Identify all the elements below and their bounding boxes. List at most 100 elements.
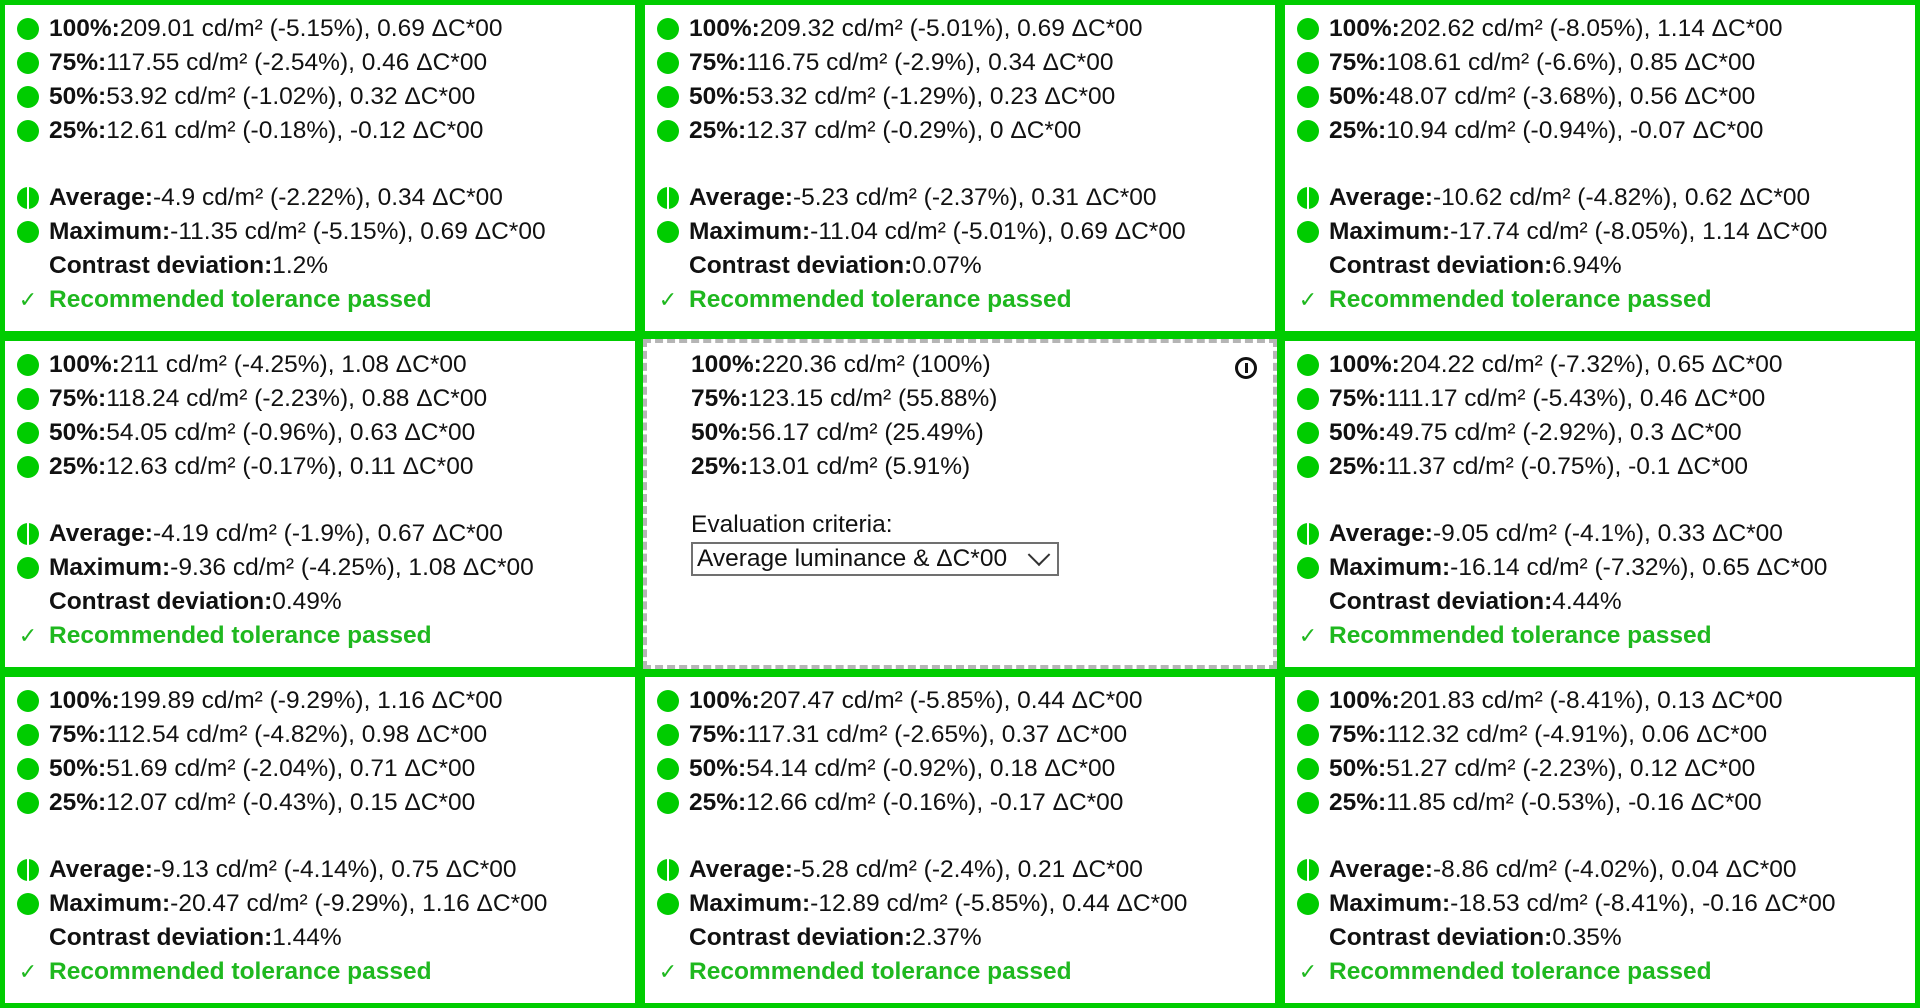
level-100-value: 211 cd/m² (-4.25%), 1.08 ΔC*00 (119, 351, 467, 378)
average-value: -4.9 cd/m² (-2.22%), 0.34 ΔC*00 (152, 184, 503, 211)
level-25-value: 12.37 cd/m² (-0.29%), 0 ΔC*00 (746, 117, 1082, 144)
level-25-row: 25%: 12.66 cd/m² (-0.16%), -0.17 ΔC*00 (657, 786, 1275, 820)
pass-dot-icon (17, 354, 39, 376)
check-icon: ✓ (1298, 287, 1318, 313)
evaluation-criteria-value: Average luminance & ΔC*00 (697, 545, 1008, 572)
level-50-row: 50%: 53.92 cd/m² (-1.02%), 0.32 ΔC*00 (17, 80, 635, 114)
maximum-row: Maximum: -11.35 cd/m² (-5.15%), 0.69 ΔC*… (17, 215, 635, 249)
tolerance-status: ✓ Recommended tolerance passed (17, 955, 635, 989)
average-row: Average: -5.23 cd/m² (-2.37%), 0.31 ΔC*0… (657, 181, 1275, 215)
info-icon[interactable] (1235, 357, 1257, 379)
reference-100-value: 220.36 cd/m² (100%) (761, 351, 991, 378)
contrast-value: 1.2% (272, 252, 329, 279)
pass-dot-icon (17, 18, 39, 40)
level-75-label: 75%: (689, 49, 747, 76)
maximum-label: Maximum: (1329, 554, 1451, 581)
pass-dot-icon (657, 52, 679, 74)
average-row: Average: -10.62 cd/m² (-4.82%), 0.62 ΔC*… (1297, 181, 1915, 215)
level-75-value: 117.55 cd/m² (-2.54%), 0.46 ΔC*00 (106, 49, 488, 76)
level-75-row: 75%: 112.32 cd/m² (-4.91%), 0.06 ΔC*00 (1297, 718, 1915, 752)
tolerance-status: ✓ Recommended tolerance passed (657, 283, 1275, 317)
pass-dot-icon (17, 52, 39, 74)
maximum-value: -9.36 cd/m² (-4.25%), 1.08 ΔC*00 (170, 554, 534, 581)
check-icon: ✓ (658, 287, 678, 313)
level-25-value: 12.07 cd/m² (-0.43%), 0.15 ΔC*00 (106, 789, 476, 816)
level-100-row: 100%: 209.01 cd/m² (-5.15%), 0.69 ΔC*00 (17, 12, 635, 46)
contrast-label: Contrast deviation: (689, 252, 913, 279)
tolerance-status-text: Recommended tolerance passed (49, 286, 432, 313)
maximum-value: -18.53 cd/m² (-8.41%), -0.16 ΔC*00 (1450, 890, 1836, 917)
pass-dot-icon (1297, 52, 1319, 74)
average-label: Average: (1329, 856, 1433, 883)
maximum-value: -11.04 cd/m² (-5.01%), 0.69 ΔC*00 (810, 218, 1186, 245)
pass-dot-icon (657, 690, 679, 712)
average-value: -9.13 cd/m² (-4.14%), 0.75 ΔC*00 (152, 856, 517, 883)
level-25-label: 25%: (689, 789, 747, 816)
maximum-row: Maximum: -12.89 cd/m² (-5.85%), 0.44 ΔC*… (657, 887, 1275, 921)
level-100-row: 100%: 211 cd/m² (-4.25%), 1.08 ΔC*00 (17, 348, 635, 382)
level-100-value: 199.89 cd/m² (-9.29%), 1.16 ΔC*00 (119, 687, 503, 714)
level-75-label: 75%: (49, 385, 107, 412)
contrast-value: 4.44% (1552, 588, 1622, 615)
check-icon: ✓ (1298, 623, 1318, 649)
contrast-label: Contrast deviation: (49, 252, 273, 279)
tolerance-status: ✓ Recommended tolerance passed (17, 619, 635, 653)
tolerance-status-text: Recommended tolerance passed (49, 958, 432, 985)
contrast-row: Contrast deviation: 0.07% (657, 249, 1275, 283)
contrast-value: 1.44% (272, 924, 342, 951)
average-row: Average: -9.13 cd/m² (-4.14%), 0.75 ΔC*0… (17, 853, 635, 887)
level-75-row: 75%: 111.17 cd/m² (-5.43%), 0.46 ΔC*00 (1297, 382, 1915, 416)
average-label: Average: (1329, 184, 1433, 211)
level-100-label: 100%: (689, 687, 760, 714)
pass-dot-icon (657, 120, 679, 142)
average-row: Average: -8.86 cd/m² (-4.02%), 0.04 ΔC*0… (1297, 853, 1915, 887)
level-100-label: 100%: (1329, 15, 1400, 42)
level-25-value: 11.37 cd/m² (-0.75%), -0.1 ΔC*00 (1386, 453, 1748, 480)
pass-dot-icon (1297, 792, 1319, 814)
level-100-value: 202.62 cd/m² (-8.05%), 1.14 ΔC*00 (1399, 15, 1783, 42)
contrast-label: Contrast deviation: (1329, 924, 1553, 951)
level-50-row: 50%: 51.69 cd/m² (-2.04%), 0.71 ΔC*00 (17, 752, 635, 786)
maximum-row: Maximum: -18.53 cd/m² (-8.41%), -0.16 ΔC… (1297, 887, 1915, 921)
contrast-row: Contrast deviation: 0.35% (1297, 921, 1915, 955)
level-50-row: 50%: 49.75 cd/m² (-2.92%), 0.3 ΔC*00 (1297, 416, 1915, 450)
uniformity-cell-bottom-left: 100%: 199.89 cd/m² (-9.29%), 1.16 ΔC*00 … (0, 672, 640, 1008)
maximum-value: -12.89 cd/m² (-5.85%), 0.44 ΔC*00 (810, 890, 1188, 917)
level-75-value: 112.32 cd/m² (-4.91%), 0.06 ΔC*00 (1386, 721, 1768, 748)
level-25-label: 25%: (691, 453, 749, 480)
reference-50-value: 56.17 cd/m² (25.49%) (748, 419, 984, 446)
check-icon: ✓ (18, 287, 38, 313)
tolerance-status: ✓ Recommended tolerance passed (1297, 619, 1915, 653)
level-75-row: 75%: 117.55 cd/m² (-2.54%), 0.46 ΔC*00 (17, 46, 635, 80)
half-pass-dot-icon (1297, 859, 1319, 881)
pass-dot-icon (657, 758, 679, 780)
level-50-value: 54.05 cd/m² (-0.96%), 0.63 ΔC*00 (106, 419, 476, 446)
evaluation-criteria-select[interactable]: Average luminance & ΔC*00 (691, 542, 1059, 576)
maximum-value: -20.47 cd/m² (-9.29%), 1.16 ΔC*00 (170, 890, 548, 917)
pass-dot-icon (1297, 18, 1319, 40)
pass-dot-icon (17, 792, 39, 814)
contrast-row: Contrast deviation: 2.37% (657, 921, 1275, 955)
pass-dot-icon (17, 120, 39, 142)
pass-dot-icon (17, 456, 39, 478)
pass-dot-icon (17, 758, 39, 780)
level-25-row: 25%: 12.63 cd/m² (-0.17%), 0.11 ΔC*00 (17, 450, 635, 484)
pass-dot-icon (17, 690, 39, 712)
uniformity-cell-bottom-center: 100%: 207.47 cd/m² (-5.85%), 0.44 ΔC*00 … (640, 672, 1280, 1008)
average-value: -5.28 cd/m² (-2.4%), 0.21 ΔC*00 (792, 856, 1143, 883)
reference-75-value: 123.15 cd/m² (55.88%) (748, 385, 998, 412)
level-25-label: 25%: (1329, 789, 1387, 816)
level-50-row: 50%: 53.32 cd/m² (-1.29%), 0.23 ΔC*00 (657, 80, 1275, 114)
contrast-value: 2.37% (912, 924, 982, 951)
half-pass-dot-icon (17, 523, 39, 545)
level-25-value: 12.66 cd/m² (-0.16%), -0.17 ΔC*00 (746, 789, 1124, 816)
contrast-row: Contrast deviation: 1.2% (17, 249, 635, 283)
tolerance-status: ✓ Recommended tolerance passed (1297, 955, 1915, 989)
pass-dot-icon (657, 792, 679, 814)
pass-dot-icon (657, 724, 679, 746)
level-100-value: 209.32 cd/m² (-5.01%), 0.69 ΔC*00 (759, 15, 1143, 42)
contrast-label: Contrast deviation: (1329, 588, 1553, 615)
maximum-label: Maximum: (689, 218, 811, 245)
contrast-label: Contrast deviation: (49, 588, 273, 615)
